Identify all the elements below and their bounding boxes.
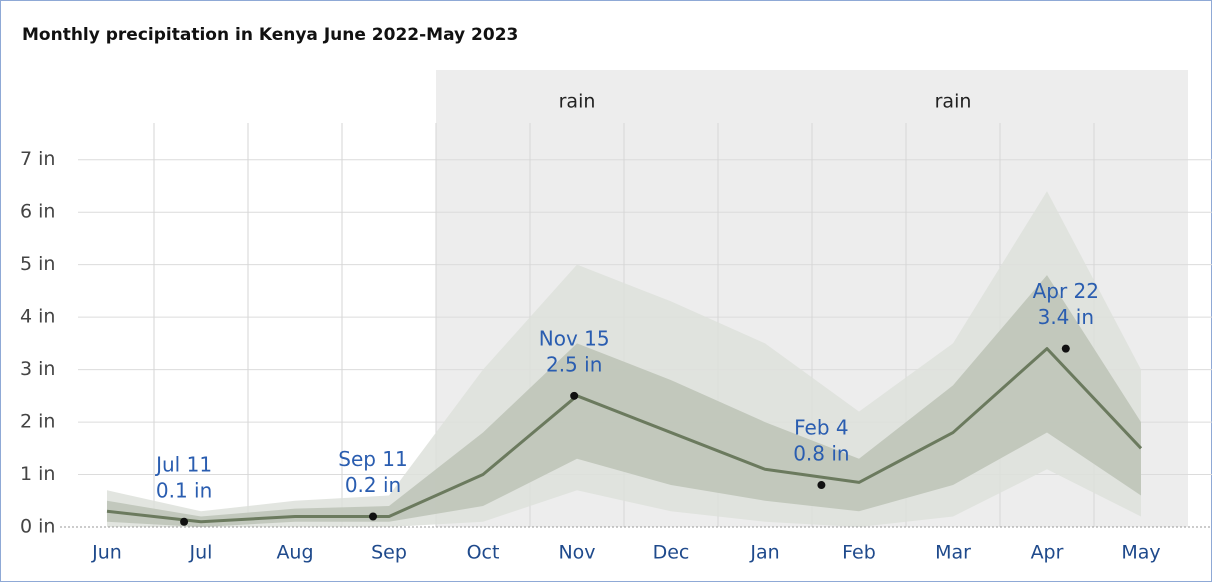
line <box>106 347 1143 524</box>
y-tick-label: 1 in <box>20 463 55 485</box>
x-tick-label: Apr <box>1031 542 1064 564</box>
point <box>180 517 189 526</box>
region-label: rain <box>935 91 972 113</box>
x-tick-label: Oct <box>467 542 500 564</box>
x-tick-label: Jul <box>189 542 213 564</box>
x-tick-label: Jan <box>749 542 779 564</box>
point-value-label: 0.8 in <box>793 442 849 466</box>
y-tick-label: 3 in <box>20 358 55 380</box>
y-tick-label: 0 in <box>20 516 55 538</box>
point <box>369 512 378 521</box>
x-tick-label: Jun <box>91 542 122 564</box>
point-label: Sep 11 <box>338 447 408 471</box>
point-value-label: 3.4 in <box>1038 305 1094 329</box>
point <box>570 391 579 400</box>
x-tick-label: Nov <box>558 542 595 564</box>
point-value-label: 0.2 in <box>345 473 401 497</box>
x-tick-label: Feb <box>842 542 876 564</box>
x-tick-label: Dec <box>653 542 690 564</box>
point-value-label: 0.1 in <box>156 478 212 502</box>
y-tick-label: 7 in <box>20 148 55 170</box>
x-tick-label: Mar <box>935 542 971 564</box>
point-label: Apr 22 <box>1033 279 1099 303</box>
point <box>1061 344 1070 353</box>
point-value-label: 2.5 in <box>546 352 602 376</box>
y-tick-label: 6 in <box>20 201 55 223</box>
x-tick-label: Sep <box>371 542 407 564</box>
point <box>817 481 826 490</box>
region-label: rain <box>559 91 596 113</box>
point-label: Nov 15 <box>539 326 610 350</box>
y-tick-label: 4 in <box>20 306 55 328</box>
y-tick-label: 2 in <box>20 411 55 433</box>
x-tick-label: May <box>1121 542 1160 564</box>
plot-area <box>60 70 1212 528</box>
point-label: Jul 11 <box>154 452 212 476</box>
point-label: Feb 4 <box>794 416 849 440</box>
x-tick-label: Aug <box>276 542 313 564</box>
y-tick-label: 5 in <box>20 253 55 275</box>
chart-title: Monthly precipitation in Kenya June 2022… <box>22 25 518 45</box>
band <box>107 275 1141 527</box>
